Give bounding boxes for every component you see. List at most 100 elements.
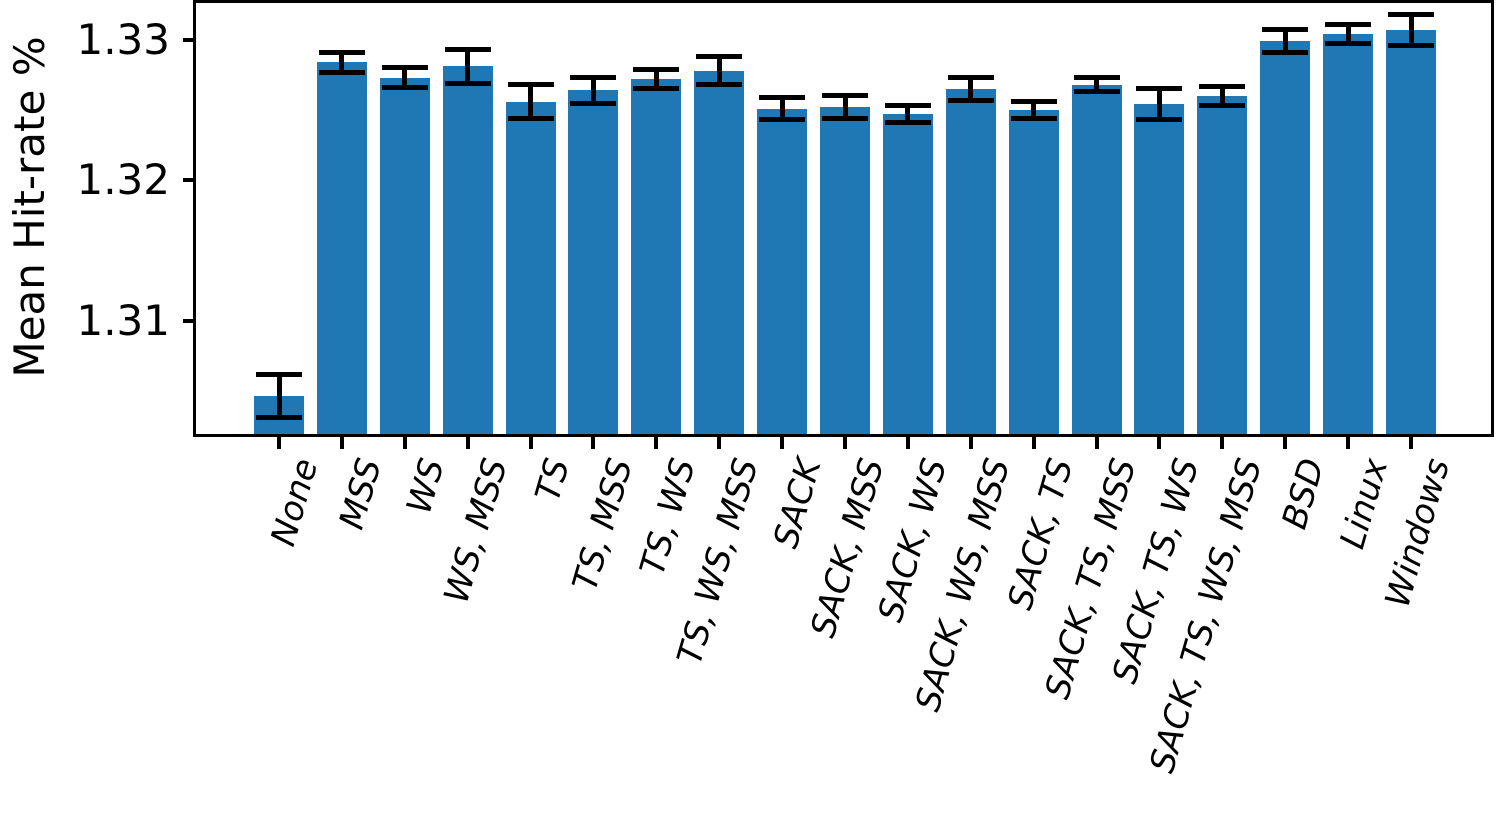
error-bar-cap-top xyxy=(444,46,491,52)
x-axis-tick xyxy=(1157,434,1162,449)
error-bar-stem xyxy=(653,69,659,89)
error-bar-cap-bottom xyxy=(1388,42,1434,48)
x-axis-tick xyxy=(277,434,281,449)
error-bar-cap-top xyxy=(759,94,806,100)
x-axis-tick xyxy=(339,434,344,449)
bar xyxy=(1071,84,1122,434)
bar xyxy=(1260,41,1311,434)
error-bar-cap-top xyxy=(1010,99,1057,105)
x-axis-tick-label: TS, MSS xyxy=(565,454,642,596)
error-bar-cap-top xyxy=(256,372,302,378)
error-bar-stem xyxy=(842,95,848,119)
error-bar-cap-bottom xyxy=(822,115,868,121)
bar xyxy=(694,70,745,434)
error-bar-stem xyxy=(528,84,534,119)
bar xyxy=(1008,110,1059,434)
error-bar-cap-top xyxy=(696,54,743,60)
error-bar-stem xyxy=(1282,29,1288,53)
error-bar-stem xyxy=(716,56,722,85)
x-axis-tick xyxy=(843,434,847,449)
x-axis-tick xyxy=(1409,434,1413,449)
x-axis-tick xyxy=(465,434,470,449)
x-axis-tick xyxy=(905,434,910,449)
error-bar-stem xyxy=(590,77,596,103)
error-bar-cap-bottom xyxy=(1262,49,1309,55)
error-bar-stem xyxy=(1156,88,1162,120)
error-bar-cap-bottom xyxy=(1010,115,1057,121)
error-bar-stem xyxy=(276,374,282,418)
error-bar-cap-top xyxy=(570,75,617,81)
error-bar-stem xyxy=(905,105,911,123)
bar xyxy=(316,62,367,434)
x-axis-tick xyxy=(717,434,722,449)
error-bar-cap-top xyxy=(947,75,994,81)
x-axis-tick-label: MSS xyxy=(331,454,390,534)
error-bar-cap-bottom xyxy=(570,100,617,106)
y-axis-tick-label: 1.32 xyxy=(76,155,170,205)
error-bar-stem xyxy=(1345,24,1351,44)
error-bar-stem xyxy=(1408,14,1414,46)
error-bar-stem xyxy=(465,49,471,84)
y-axis-tick xyxy=(183,319,196,324)
error-bar-stem xyxy=(968,77,974,101)
error-bar-cap-bottom xyxy=(507,115,554,121)
x-axis-tick xyxy=(654,434,659,449)
x-axis-tick xyxy=(1094,434,1099,449)
x-axis-tick xyxy=(1031,434,1036,449)
x-axis-tick-label: WS, MSS xyxy=(435,454,516,608)
x-axis-tick xyxy=(528,434,533,449)
error-bar-cap-top xyxy=(633,66,680,72)
error-bar-cap-bottom xyxy=(318,69,365,75)
error-bar-stem xyxy=(1031,101,1037,119)
error-bar-cap-top xyxy=(507,82,554,88)
bar xyxy=(505,101,556,434)
error-bar-stem xyxy=(1094,77,1100,92)
y-axis-tick-label: 1.31 xyxy=(76,296,170,346)
x-axis-tick-label: Linux xyxy=(1331,454,1396,554)
error-bar-cap-bottom xyxy=(947,97,994,103)
error-bar-cap-bottom xyxy=(1136,117,1183,123)
error-bar-cap-top xyxy=(1262,27,1309,33)
error-bar-cap-top xyxy=(1325,21,1372,27)
y-axis-tick-label: 1.33 xyxy=(76,14,170,64)
y-axis-tick xyxy=(183,178,196,183)
x-axis-tick-label: TS, WS xyxy=(632,454,704,580)
bar xyxy=(379,77,430,434)
x-axis-tick xyxy=(780,434,785,449)
bar xyxy=(945,88,996,434)
error-bar-cap-bottom xyxy=(381,85,428,90)
error-bar-cap-bottom xyxy=(1199,103,1246,109)
y-axis-tick xyxy=(183,37,196,42)
bar xyxy=(1323,33,1374,434)
x-axis-tick xyxy=(1220,434,1225,449)
plot-area: 1.31 1.32 1.33 None MSS WS WS, MSS TS TS, MSS TS,… xyxy=(76,0,1494,777)
x-axis-tick xyxy=(1283,434,1288,449)
bar xyxy=(882,114,933,434)
x-axis-tick-label: WS xyxy=(398,454,453,519)
bar xyxy=(631,79,682,434)
x-axis-tick xyxy=(402,434,407,449)
error-bar-cap-bottom xyxy=(256,414,302,420)
bar xyxy=(1134,104,1185,434)
error-bar-cap-bottom xyxy=(1073,89,1120,95)
error-bar-cap-bottom xyxy=(633,86,680,92)
error-bar-cap-top xyxy=(1388,11,1434,17)
bar xyxy=(442,66,493,434)
error-bar-cap-bottom xyxy=(1325,41,1372,47)
error-bar-stem xyxy=(402,67,408,88)
error-bar-cap-bottom xyxy=(759,117,806,123)
error-bar-stem xyxy=(779,97,785,120)
x-axis-tick xyxy=(1346,434,1351,449)
error-bar-cap-top xyxy=(1199,83,1246,89)
x-axis-tick xyxy=(968,434,973,449)
bar xyxy=(820,107,870,434)
bar xyxy=(757,108,808,434)
x-axis-tick-label: SACK xyxy=(766,454,830,553)
error-bar-cap-top xyxy=(318,49,365,55)
error-bar-cap-bottom xyxy=(884,120,931,126)
x-axis-tick-label: TS xyxy=(528,454,579,506)
error-bar-cap-top xyxy=(822,93,868,99)
error-bar-stem xyxy=(339,52,345,73)
error-bar-stem xyxy=(1219,86,1225,106)
